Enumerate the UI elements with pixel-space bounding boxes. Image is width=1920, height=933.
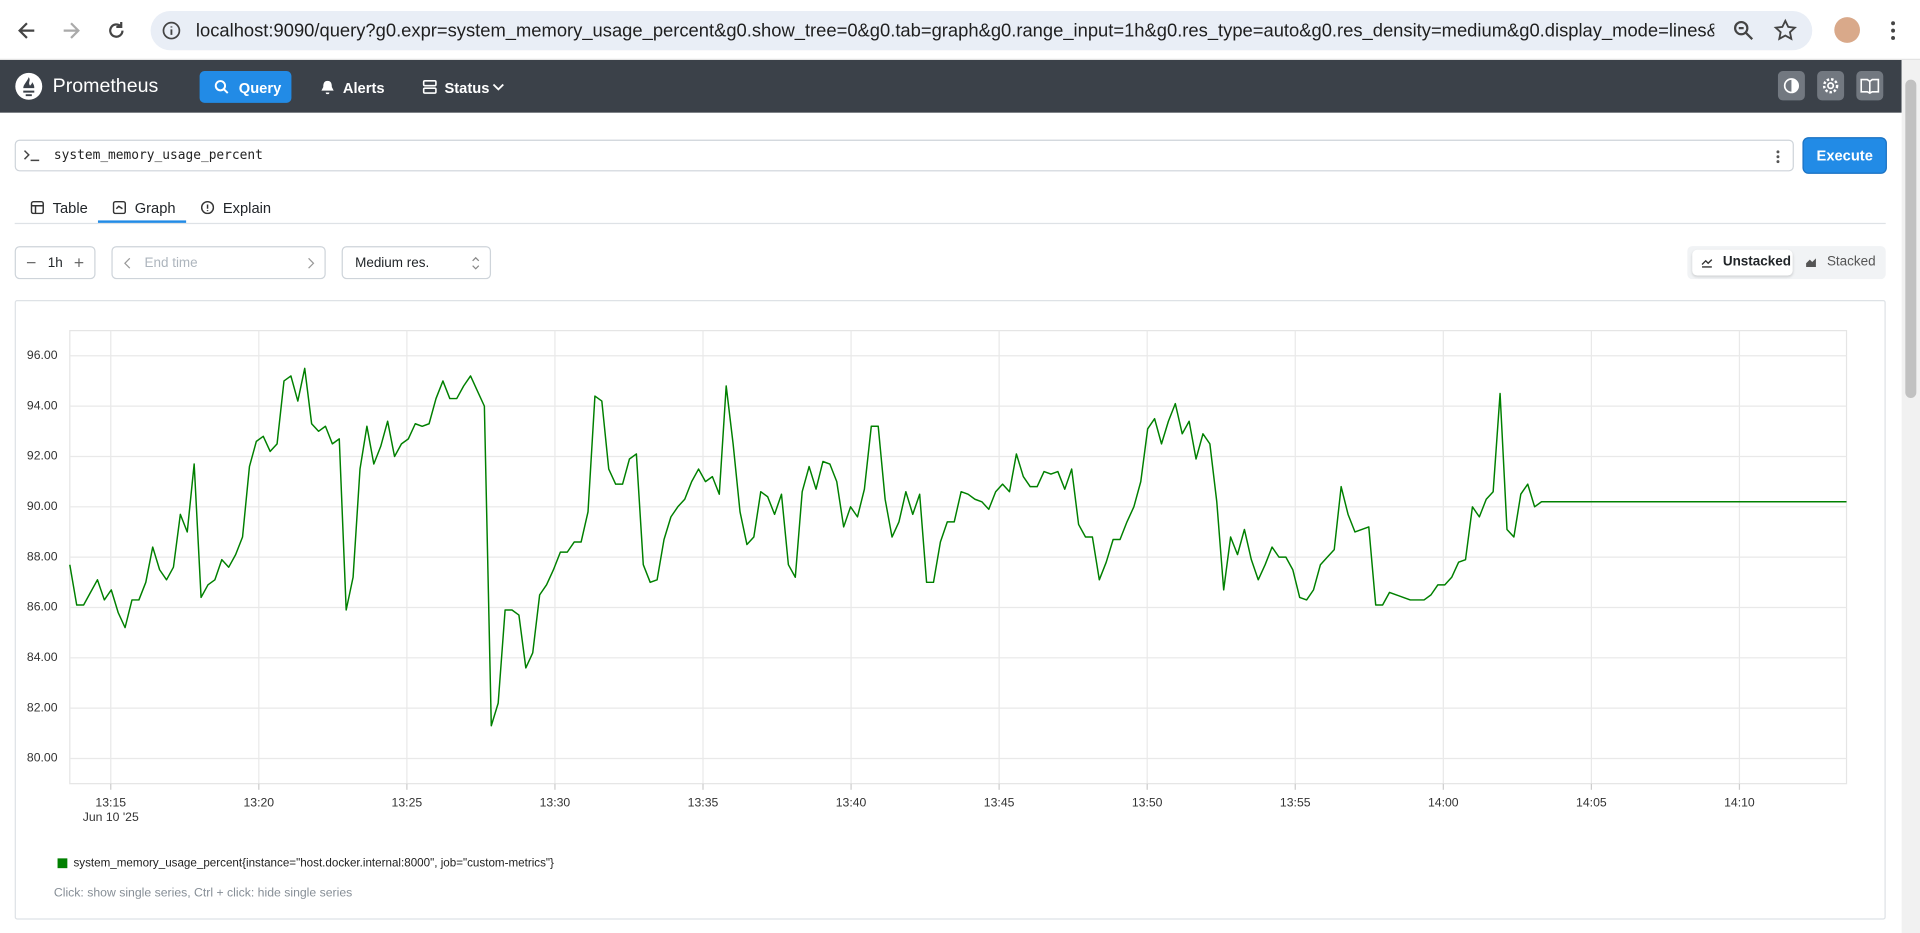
option-label: Unstacked bbox=[1722, 254, 1791, 270]
next-icon[interactable] bbox=[307, 257, 315, 269]
x-tick-label: 13:20 bbox=[244, 795, 275, 809]
theme-toggle[interactable] bbox=[1777, 71, 1805, 101]
x-tick-label: 14:05 bbox=[1576, 795, 1607, 809]
browser-toolbar: localhost:9090/query?g0.expr=system_memo… bbox=[0, 0, 1920, 61]
query-menu[interactable] bbox=[1774, 148, 1781, 165]
x-tick-label: 14:00 bbox=[1428, 795, 1459, 809]
x-tick-label: 13:50 bbox=[1132, 795, 1163, 809]
legend-swatch bbox=[57, 858, 68, 869]
y-tick-label: 94.00 bbox=[27, 398, 58, 412]
reload-button[interactable] bbox=[105, 20, 127, 42]
range-input[interactable]: 1h bbox=[14, 246, 96, 280]
nav-item[interactable]: Status bbox=[444, 79, 490, 97]
y-tick-label: 88.00 bbox=[27, 549, 58, 563]
bookmark-icon[interactable] bbox=[1773, 18, 1797, 42]
nav-query[interactable]: Query bbox=[199, 71, 292, 103]
x-tick-label: 13:55 bbox=[1280, 795, 1311, 809]
browser-menu[interactable] bbox=[1886, 20, 1901, 42]
x-tick-label: 13:30 bbox=[540, 795, 571, 809]
nav-item: Query bbox=[238, 79, 282, 97]
tabs-border bbox=[14, 222, 1886, 225]
tab[interactable]: Table bbox=[52, 199, 88, 217]
x-tick-label: 13:15 bbox=[95, 795, 126, 809]
scrollbar-thumb[interactable] bbox=[1905, 79, 1917, 398]
stacked-icon bbox=[1806, 258, 1816, 267]
y-tick-label: 96.00 bbox=[27, 348, 58, 362]
resolution-select[interactable]: Medium res. bbox=[341, 246, 492, 280]
brand[interactable]: Prometheus bbox=[52, 75, 159, 97]
contrast-icon bbox=[1783, 78, 1800, 94]
nav-item[interactable]: Alerts bbox=[342, 79, 385, 97]
chart-card: 80.00 82.00 84.00 86.00 88.00 90.00 92.00 94.00… bbox=[14, 300, 1886, 920]
x-date-label: Jun 10 '25 bbox=[83, 810, 139, 824]
query-text: system_memory_usage_percent bbox=[53, 148, 263, 163]
prometheus-logo[interactable] bbox=[15, 72, 43, 100]
chart: 80.00 82.00 84.00 86.00 88.00 90.00 92.00 94.00… bbox=[27, 330, 1848, 869]
nav-bar: Prometheus Query Alerts Status bbox=[0, 60, 1902, 113]
decrease-range[interactable] bbox=[26, 262, 36, 264]
graph-icon bbox=[112, 200, 127, 215]
prompt-icon bbox=[23, 150, 40, 162]
tab[interactable]: Explain bbox=[222, 199, 272, 217]
y-tick-label: 86.00 bbox=[27, 600, 58, 614]
prev-icon[interactable] bbox=[124, 257, 131, 269]
zoom-icon[interactable] bbox=[1733, 20, 1755, 42]
increase-range-bar bbox=[78, 258, 80, 267]
x-tick-label: 13:45 bbox=[984, 795, 1015, 809]
table-icon bbox=[30, 200, 44, 215]
x-tick-label: 13:40 bbox=[836, 795, 867, 809]
y-tick-label: 92.00 bbox=[27, 449, 58, 463]
stacked-option[interactable]: Stacked bbox=[1826, 254, 1876, 270]
resolution-value: Medium res. bbox=[355, 255, 430, 271]
back-button[interactable] bbox=[16, 20, 38, 42]
y-tick-label: 82.00 bbox=[27, 700, 58, 714]
search-icon bbox=[214, 80, 229, 94]
end-time-input[interactable]: End time bbox=[111, 246, 326, 280]
settings-button[interactable] bbox=[1817, 71, 1845, 101]
unstacked-option[interactable]: Unstacked bbox=[1692, 249, 1793, 276]
series-line bbox=[69, 367, 1847, 727]
gear-icon bbox=[1822, 78, 1839, 94]
address-bar[interactable]: localhost:9090/query?g0.expr=system_memo… bbox=[150, 11, 1813, 51]
forward-button[interactable] bbox=[60, 20, 82, 42]
legend-entry[interactable]: system_memory_usage_percent{instance="ho… bbox=[73, 856, 554, 869]
active-tab-indicator bbox=[97, 220, 187, 223]
y-tick-label: 80.00 bbox=[27, 751, 58, 765]
profile-avatar[interactable] bbox=[1834, 17, 1861, 43]
legend-hint: Click: show single series, Ctrl + click:… bbox=[53, 886, 353, 901]
book-icon bbox=[1860, 78, 1880, 94]
scrollbar[interactable] bbox=[1901, 60, 1920, 933]
x-tick-label: 14:10 bbox=[1724, 795, 1755, 809]
y-tick-label: 90.00 bbox=[27, 499, 58, 513]
tab[interactable]: Graph bbox=[134, 199, 176, 217]
lines-icon bbox=[1701, 259, 1713, 268]
x-tick-label: 13:25 bbox=[392, 795, 423, 809]
chevron-icon bbox=[492, 83, 504, 91]
display-mode-toggle: Unstacked Stacked bbox=[1687, 246, 1886, 280]
range-value: 1h bbox=[47, 255, 63, 271]
x-tick-label: 13:35 bbox=[688, 795, 719, 809]
docs-button[interactable] bbox=[1856, 71, 1884, 101]
query-input[interactable]: system_memory_usage_percent bbox=[14, 139, 1794, 172]
bell-icon bbox=[321, 80, 334, 95]
url-text: localhost:9090/query?g0.expr=system_memo… bbox=[195, 20, 1715, 42]
select-icon bbox=[472, 256, 480, 270]
execute-button[interactable]: Execute bbox=[1803, 138, 1886, 173]
info-icon bbox=[200, 200, 215, 215]
y-tick-label: 84.00 bbox=[27, 650, 58, 664]
end-time-placeholder: End time bbox=[144, 255, 198, 271]
site-info-icon[interactable] bbox=[162, 21, 182, 41]
server-icon bbox=[422, 80, 437, 94]
